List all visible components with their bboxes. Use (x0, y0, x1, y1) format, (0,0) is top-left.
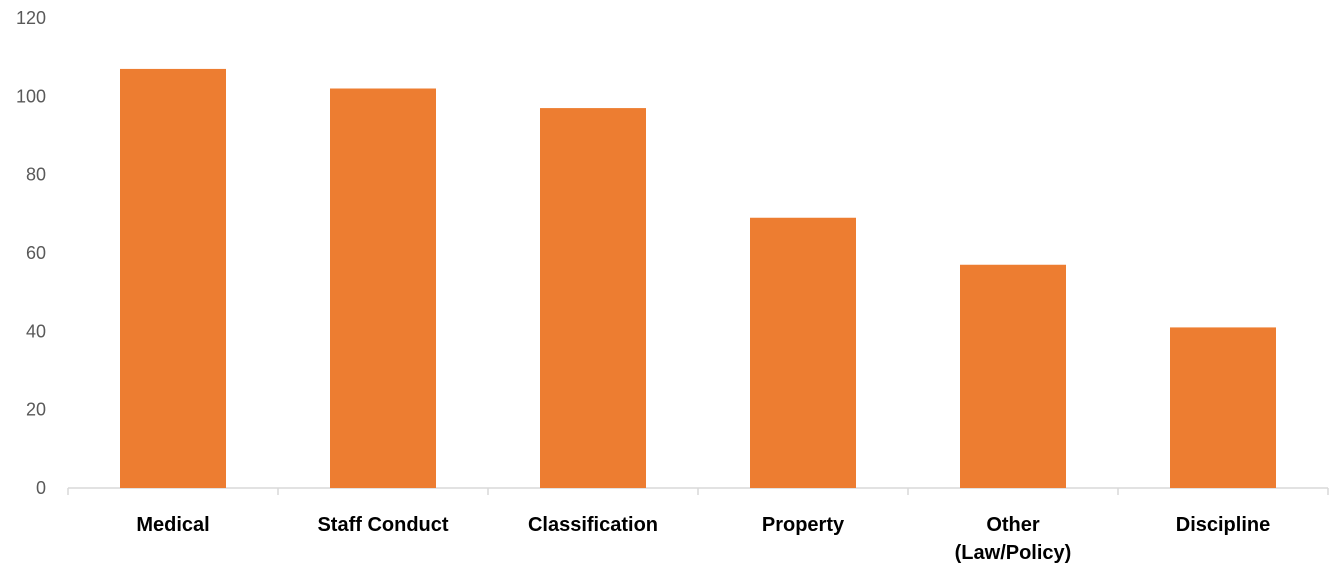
bar (120, 69, 226, 488)
x-category-label-line: Staff Conduct (317, 514, 448, 536)
y-tick-label: 0 (36, 478, 46, 498)
x-category-label: Staff Conduct (317, 514, 448, 536)
bars (120, 69, 1276, 488)
y-axis-tick-labels: 0 20 40 60 80 100 120 (16, 8, 46, 498)
bar (540, 108, 646, 488)
x-category-label: Property (762, 514, 845, 536)
bar (330, 89, 436, 489)
x-category-label-line: Other (986, 514, 1040, 536)
y-tick-label: 120 (16, 8, 46, 28)
x-category-label-line: (Law/Policy) (955, 542, 1072, 564)
x-category-label-line: Classification (528, 514, 658, 536)
y-tick-label: 100 (16, 86, 46, 106)
bar (750, 218, 856, 488)
x-category-label-line: Discipline (1176, 514, 1270, 536)
x-category-label: Discipline (1176, 514, 1270, 536)
x-category-label: Medical (136, 514, 209, 536)
bar (960, 265, 1066, 488)
bar (1170, 327, 1276, 488)
x-category-label: Other (Law/Policy) (955, 514, 1072, 564)
x-axis-ticks (68, 488, 1328, 495)
x-category-label-line: Medical (136, 514, 209, 536)
x-axis-category-labels: Medical Staff Conduct Classification Proper… (136, 514, 1270, 564)
y-tick-label: 20 (26, 400, 46, 420)
y-tick-label: 40 (26, 321, 46, 341)
x-category-label: Classification (528, 514, 658, 536)
y-tick-label: 60 (26, 243, 46, 263)
x-category-label-line: Property (762, 514, 845, 536)
y-tick-label: 80 (26, 165, 46, 185)
